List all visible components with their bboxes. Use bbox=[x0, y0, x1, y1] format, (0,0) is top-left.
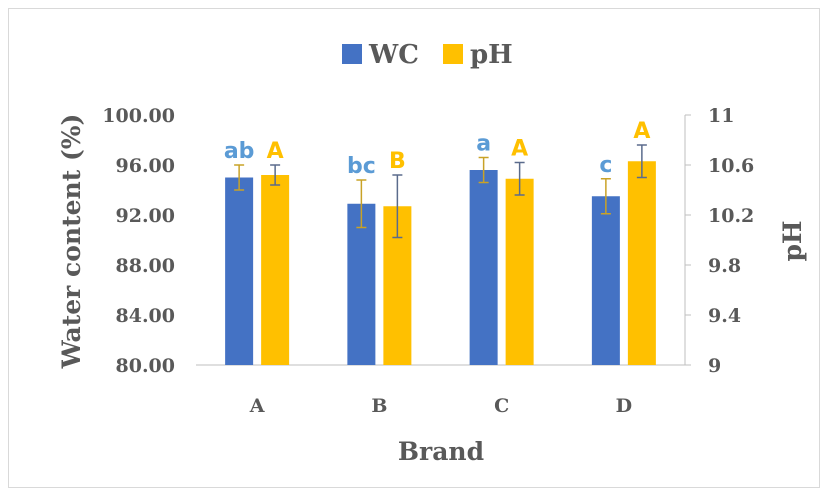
y2-tick-label: 10.2 bbox=[708, 205, 754, 227]
legend-label-ph: pH bbox=[470, 40, 513, 70]
significance-letter: B bbox=[389, 149, 406, 174]
significance-letter: A bbox=[633, 119, 650, 144]
y-tick-label: 96.00 bbox=[116, 155, 176, 177]
legend: WC pH bbox=[342, 40, 513, 70]
significance-letter: bc bbox=[347, 154, 376, 179]
bar-wc bbox=[591, 196, 620, 365]
bar-wc bbox=[469, 170, 498, 365]
bar-ph bbox=[261, 175, 290, 365]
y2-tick-label: 9 bbox=[708, 355, 721, 377]
significance-letter: c bbox=[599, 153, 612, 178]
y-tick-label: 100.00 bbox=[102, 105, 175, 127]
bar-wc bbox=[347, 203, 376, 365]
bar-ph bbox=[627, 161, 656, 365]
significance-letter: A bbox=[267, 139, 284, 164]
bar-ph bbox=[505, 178, 534, 365]
y2-tick-label: 9.4 bbox=[708, 305, 741, 327]
y2-tick-label: 10.6 bbox=[708, 155, 754, 177]
significance-letter: A bbox=[511, 137, 528, 162]
y-axis-title: Water content (%) bbox=[57, 114, 86, 370]
y2-tick-label: 9.8 bbox=[708, 255, 741, 277]
y-tick-label: 92.00 bbox=[116, 205, 176, 227]
x-axis-title: Brand bbox=[398, 437, 484, 466]
significance-letter: ab bbox=[224, 139, 255, 164]
legend-label-wc: WC bbox=[368, 40, 419, 70]
y-tick-label: 80.00 bbox=[116, 355, 176, 377]
x-tick-label: A bbox=[249, 395, 265, 417]
bar-wc bbox=[225, 177, 254, 365]
x-tick-label: C bbox=[494, 395, 509, 417]
y2-axis-title: pH bbox=[778, 220, 807, 261]
x-tick-label: D bbox=[616, 395, 632, 417]
y-tick-label: 84.00 bbox=[116, 305, 176, 327]
axes: 80.00 84.00 88.00 92.00 96.00 100.00 9 9.4 9.8 10… bbox=[102, 105, 754, 417]
y-tick-label: 88.00 bbox=[116, 255, 176, 277]
bars: ab Abc Ba AcA bbox=[224, 119, 656, 365]
y2-tick-label: 11 bbox=[708, 105, 734, 127]
significance-letter: a bbox=[476, 132, 491, 157]
x-tick-label: B bbox=[371, 395, 387, 417]
legend-swatch-ph bbox=[443, 44, 463, 64]
legend-swatch-wc bbox=[342, 44, 362, 64]
